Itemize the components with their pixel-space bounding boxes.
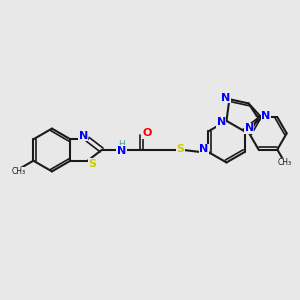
Text: N: N <box>79 131 88 141</box>
Text: O: O <box>143 128 152 138</box>
Text: N: N <box>200 144 208 154</box>
Text: N: N <box>261 111 271 122</box>
Text: S: S <box>176 144 184 154</box>
Text: N: N <box>117 146 126 156</box>
Text: N: N <box>244 123 254 133</box>
Text: CH₃: CH₃ <box>278 158 292 167</box>
Text: N: N <box>217 117 226 128</box>
Text: N: N <box>221 93 230 103</box>
Text: S: S <box>88 159 96 169</box>
Text: CH₃: CH₃ <box>11 167 26 176</box>
Text: H: H <box>118 140 125 148</box>
